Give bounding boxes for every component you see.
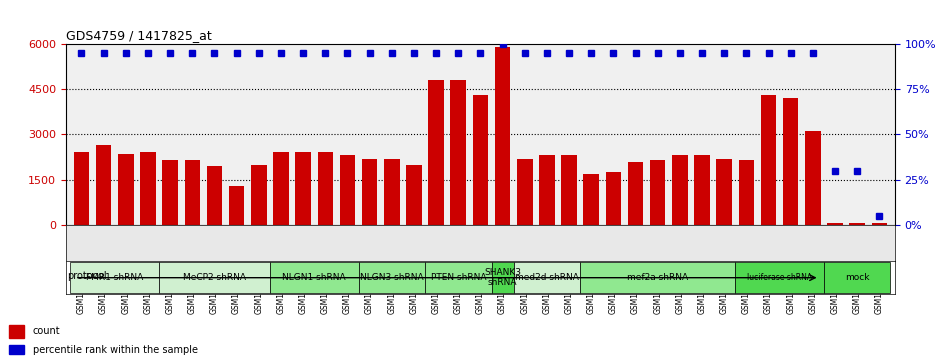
Bar xyxy=(9,325,24,338)
Bar xyxy=(273,152,288,225)
Bar xyxy=(539,155,555,225)
Bar xyxy=(673,155,688,225)
Bar xyxy=(185,160,200,225)
FancyBboxPatch shape xyxy=(71,262,159,293)
Bar xyxy=(317,152,333,225)
Bar xyxy=(362,159,378,225)
Bar xyxy=(9,345,24,354)
Bar xyxy=(450,80,466,225)
Bar xyxy=(739,160,755,225)
Bar xyxy=(162,160,178,225)
Bar xyxy=(473,95,488,225)
Text: count: count xyxy=(33,326,60,337)
Bar xyxy=(517,159,532,225)
FancyBboxPatch shape xyxy=(736,262,824,293)
Text: luciferase shRNA: luciferase shRNA xyxy=(747,273,812,282)
Bar xyxy=(206,166,222,225)
Bar xyxy=(805,131,820,225)
Bar xyxy=(717,159,732,225)
FancyBboxPatch shape xyxy=(425,262,492,293)
Bar xyxy=(694,155,710,225)
Bar xyxy=(140,152,155,225)
Bar xyxy=(96,145,111,225)
Bar xyxy=(650,160,665,225)
Bar xyxy=(583,174,599,225)
Bar xyxy=(340,155,355,225)
Bar xyxy=(495,46,511,225)
Text: med2d shRNA: med2d shRNA xyxy=(515,273,578,282)
Text: MeCP2 shRNA: MeCP2 shRNA xyxy=(183,273,246,282)
Text: mock: mock xyxy=(845,273,869,282)
Bar xyxy=(384,159,399,225)
Bar xyxy=(606,172,621,225)
Bar xyxy=(296,152,311,225)
Text: FMR1 shRNA: FMR1 shRNA xyxy=(86,273,143,282)
Text: GDS4759 / 1417825_at: GDS4759 / 1417825_at xyxy=(66,29,212,42)
Text: SHANK3
shRNA: SHANK3 shRNA xyxy=(484,268,521,287)
Bar xyxy=(783,98,799,225)
Text: PTEN shRNA: PTEN shRNA xyxy=(430,273,486,282)
Bar xyxy=(761,95,776,225)
Text: percentile rank within the sample: percentile rank within the sample xyxy=(33,344,198,355)
Bar xyxy=(871,223,887,225)
Bar xyxy=(118,154,134,225)
FancyBboxPatch shape xyxy=(492,262,513,293)
FancyBboxPatch shape xyxy=(159,262,269,293)
Text: NLGN3 shRNA: NLGN3 shRNA xyxy=(360,273,424,282)
Bar xyxy=(229,186,244,225)
Bar xyxy=(627,162,643,225)
Bar xyxy=(827,223,843,225)
Bar xyxy=(251,164,267,225)
Bar xyxy=(406,164,422,225)
Bar xyxy=(429,80,444,225)
Bar xyxy=(561,155,577,225)
Text: protocol: protocol xyxy=(67,271,106,281)
FancyBboxPatch shape xyxy=(580,262,736,293)
Text: NLGN1 shRNA: NLGN1 shRNA xyxy=(283,273,346,282)
FancyBboxPatch shape xyxy=(359,262,425,293)
FancyBboxPatch shape xyxy=(269,262,359,293)
Bar xyxy=(850,223,865,225)
Bar xyxy=(73,152,89,225)
FancyBboxPatch shape xyxy=(824,262,890,293)
Text: mef2a shRNA: mef2a shRNA xyxy=(627,273,689,282)
FancyBboxPatch shape xyxy=(513,262,580,293)
